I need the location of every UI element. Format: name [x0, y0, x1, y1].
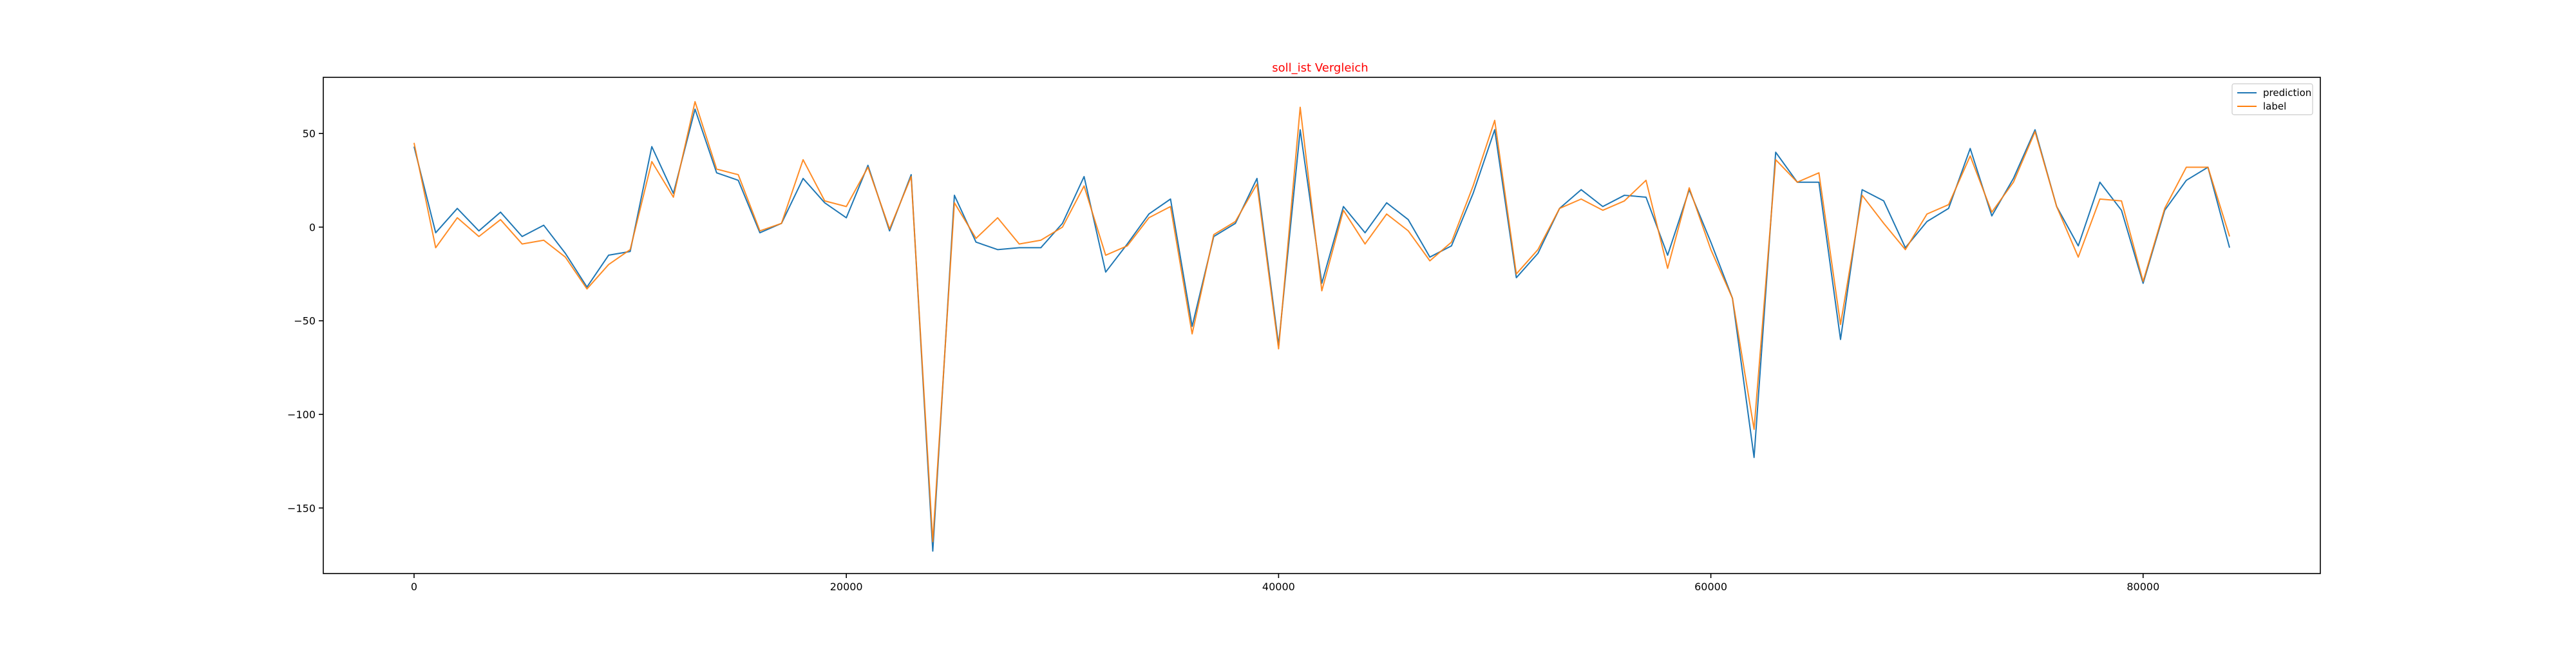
- y-tick-label: −150: [287, 502, 316, 514]
- y-tick-label: 0: [309, 221, 316, 233]
- y-tick-label: 50: [303, 128, 316, 140]
- chart-title: soll_ist Vergleich: [1272, 61, 1368, 75]
- series-line-prediction: [413, 108, 2231, 552]
- x-tick-label: 0: [411, 581, 417, 593]
- x-tick-label: 20000: [830, 581, 863, 593]
- y-tick-label: −100: [287, 409, 316, 421]
- plot-area: 0 20000 40000 60000 80000 50 0 −50 −100 −150: [287, 77, 2321, 593]
- x-tick-label: 40000: [1262, 581, 1295, 593]
- axes-frame: [323, 77, 2321, 574]
- legend-label-prediction: prediction: [2263, 87, 2311, 99]
- series-line-label: [413, 101, 2231, 543]
- legend-label-label: label: [2263, 101, 2286, 112]
- legend: prediction label: [2231, 83, 2313, 115]
- x-tick-label: 80000: [2126, 581, 2159, 593]
- y-tick-label: −50: [294, 315, 316, 327]
- x-tick-label: 60000: [1694, 581, 1727, 593]
